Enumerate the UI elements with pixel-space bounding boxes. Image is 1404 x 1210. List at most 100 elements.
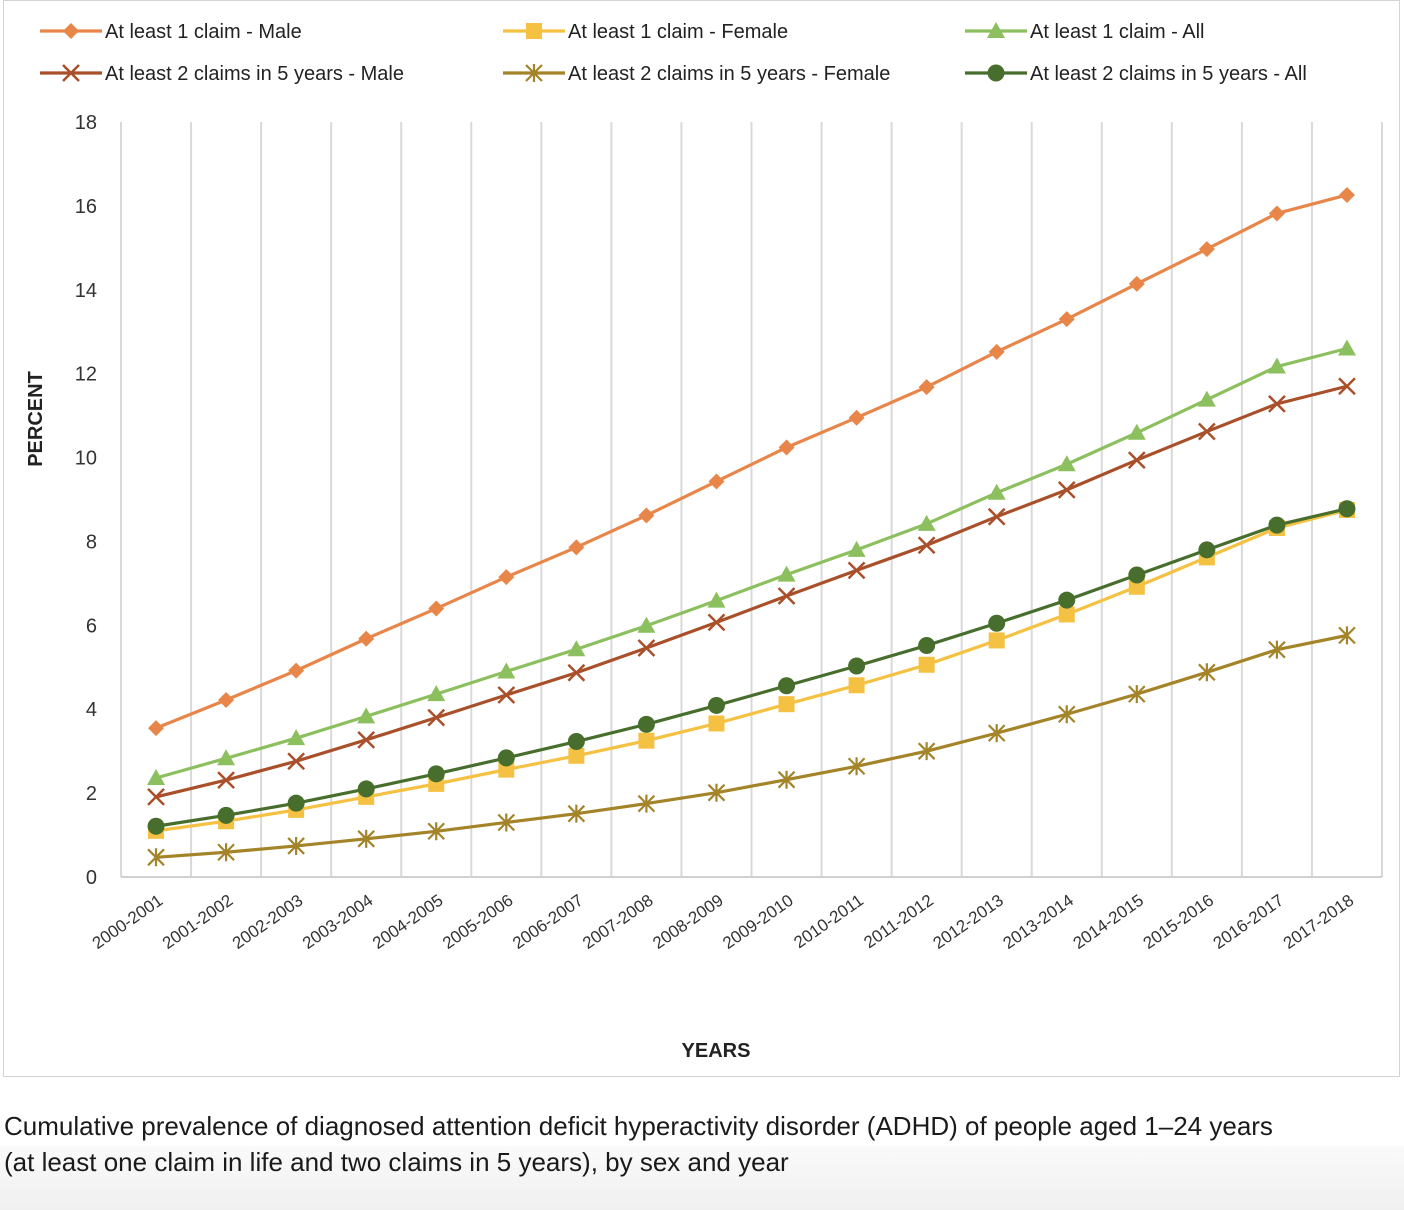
data-point-marker	[987, 507, 1006, 526]
legend-item-2: At least 1 claim - Female	[503, 21, 788, 43]
caption-line-1: Cumulative prevalence of diagnosed atten…	[4, 1111, 1273, 1141]
data-point-marker	[637, 794, 656, 813]
data-point-marker	[1057, 455, 1076, 472]
data-point-marker	[1058, 591, 1076, 609]
data-point-marker	[358, 630, 375, 647]
data-point-marker	[287, 752, 306, 771]
x-tick-label: 2003-2004	[299, 891, 377, 953]
data-point-marker	[217, 843, 235, 862]
chart-frame	[3, 0, 1400, 1077]
data-point-marker	[1058, 606, 1075, 623]
data-point-marker	[778, 696, 795, 713]
y-tick-label: 4	[86, 699, 97, 721]
data-point-marker	[1128, 685, 1146, 704]
series-1	[148, 186, 1355, 737]
data-point-marker	[707, 613, 726, 632]
bottom-band	[0, 1146, 1404, 1210]
legend-item-6: At least 2 claims in 5 years - All	[965, 63, 1307, 85]
y-tick-label: 16	[75, 196, 97, 218]
data-point-marker	[567, 663, 586, 682]
series-5	[147, 626, 1356, 867]
data-point-marker	[427, 822, 446, 841]
data-point-marker	[847, 540, 866, 557]
data-point-marker	[918, 656, 935, 673]
data-point-marker	[1128, 275, 1145, 292]
data-point-marker	[357, 780, 375, 798]
y-tick-label: 8	[86, 531, 97, 553]
legend-item-4: At least 2 claims in 5 years - Male	[40, 63, 404, 85]
data-point-marker	[918, 636, 936, 654]
y-tick-label: 14	[75, 280, 97, 302]
data-point-marker	[148, 720, 165, 737]
y-tick-label: 18	[75, 112, 97, 134]
series-4	[147, 377, 1356, 806]
data-point-marker	[1338, 626, 1356, 645]
data-point-marker	[568, 747, 585, 764]
data-point-marker	[777, 565, 796, 582]
legend-label: At least 1 claim - Female	[568, 21, 788, 43]
data-point-marker	[217, 749, 236, 766]
data-point-marker	[568, 539, 585, 556]
data-point-marker	[288, 662, 305, 679]
data-point-marker	[708, 473, 725, 490]
data-point-marker	[777, 770, 796, 789]
series-line	[155, 193, 1348, 730]
data-point-marker	[1197, 422, 1216, 441]
data-point-marker	[497, 749, 515, 767]
data-point-marker	[1058, 311, 1075, 328]
data-point-marker	[217, 806, 235, 824]
data-point-marker	[217, 771, 235, 789]
legend-label: At least 2 claims in 5 years - Female	[568, 63, 890, 85]
legend-label: At least 2 claims in 5 years - All	[1030, 63, 1307, 85]
data-point-marker	[778, 439, 795, 456]
data-point-marker	[848, 677, 865, 694]
x-tick-label: 2006-2007	[509, 891, 587, 953]
data-point-marker	[1267, 357, 1286, 374]
data-point-marker	[427, 708, 446, 727]
data-point-marker	[638, 732, 655, 749]
data-point-marker	[497, 686, 516, 704]
data-point-marker	[708, 715, 725, 732]
data-point-marker	[497, 813, 516, 832]
x-axis-title: YEARS	[682, 1040, 751, 1062]
y-tick-label: 6	[86, 615, 97, 637]
data-point-marker	[1127, 451, 1146, 469]
data-point-marker	[778, 677, 796, 695]
line-chart: 0 2 4 6 8 10 12 14 16 18 2000-20012001-20022002-20…	[25, 21, 1383, 1062]
data-point-marker	[1057, 480, 1076, 499]
data-point-marker	[637, 715, 655, 733]
data-point-marker	[1198, 541, 1216, 559]
data-point-marker	[1338, 500, 1356, 518]
x-tick-label: 2005-2006	[439, 891, 517, 953]
legend: At least 1 claim - Male At least 1 claim …	[40, 21, 1307, 85]
data-point-marker	[777, 587, 796, 605]
legend-item-1: At least 1 claim - Male	[40, 21, 302, 43]
data-point-marker	[707, 783, 726, 802]
data-point-marker	[1337, 339, 1356, 356]
x-tick-label: 2007-2008	[579, 891, 657, 953]
data-point-marker	[1197, 390, 1216, 407]
data-point-marker	[987, 22, 1005, 38]
data-point-marker	[988, 343, 1005, 360]
data-point-marker	[498, 761, 515, 778]
legend-label: At least 1 claim - Male	[105, 21, 302, 43]
y-tick-label: 0	[86, 867, 97, 889]
legend-item-5: At least 2 claims in 5 years - Female	[503, 63, 890, 85]
data-point-marker	[287, 729, 306, 746]
x-tick-label: 2016-2017	[1210, 891, 1288, 953]
data-point-marker	[1268, 394, 1286, 413]
data-point-marker	[525, 64, 543, 82]
data-point-marker	[1268, 516, 1286, 534]
series-line	[155, 384, 1348, 799]
caption-line-2: (at least one claim in life and two clai…	[4, 1147, 789, 1177]
x-tick-label: 2014-2015	[1070, 891, 1148, 953]
data-point-marker	[1057, 705, 1076, 724]
data-point-marker	[1198, 241, 1215, 258]
data-point-marker	[498, 569, 515, 586]
x-tick-label: 2000-2001	[89, 891, 167, 953]
grid-lines	[120, 122, 1383, 877]
data-point-marker	[707, 696, 725, 714]
y-tick-label: 12	[75, 364, 97, 386]
data-point-marker	[988, 632, 1005, 649]
data-point-marker	[848, 657, 866, 675]
